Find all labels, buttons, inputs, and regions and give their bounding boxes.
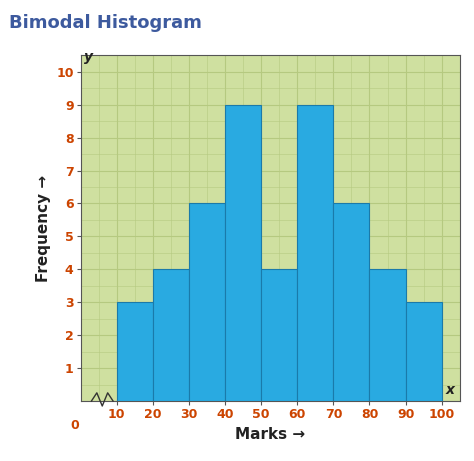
Bar (261, 269, 297, 401)
Bar (225, 105, 261, 401)
Text: Bimodal Histogram: Bimodal Histogram (9, 14, 202, 32)
Bar (406, 302, 442, 401)
Y-axis label: Frequency →: Frequency → (36, 175, 51, 282)
Text: x: x (446, 383, 455, 397)
Text: y: y (84, 49, 93, 64)
Bar (189, 203, 225, 401)
Bar (333, 203, 370, 401)
Bar (153, 269, 189, 401)
Bar (297, 105, 333, 401)
Text: 0: 0 (71, 419, 80, 432)
Bar (370, 269, 406, 401)
X-axis label: Marks →: Marks → (235, 426, 305, 442)
Bar (117, 302, 153, 401)
